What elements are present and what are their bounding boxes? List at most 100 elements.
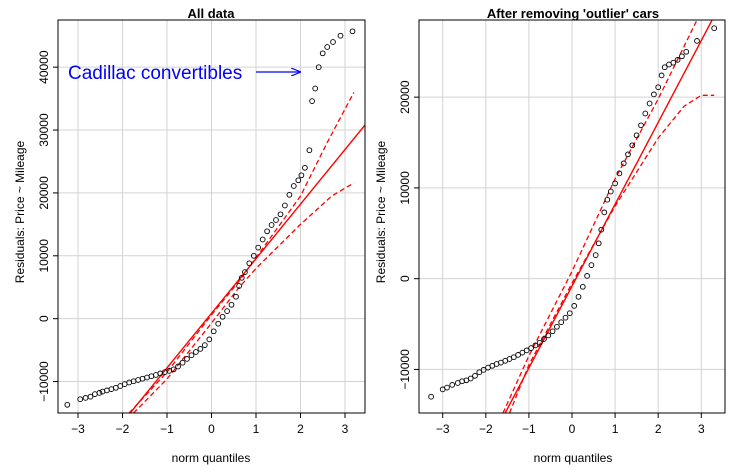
panel1-x-tick-label: 3	[342, 422, 349, 436]
panel1-data-point	[179, 359, 186, 366]
panel2-x-tick-label: −2	[479, 422, 493, 436]
panel1-y-tick-label: 10000	[37, 239, 51, 273]
panel2-data-point	[476, 369, 483, 376]
panel2-data-point	[528, 345, 534, 351]
panel1-data-point	[315, 64, 322, 71]
panel2-data-point	[625, 151, 631, 158]
panel1-data-point	[286, 191, 293, 198]
panel1-confidence-band	[128, 91, 355, 413]
panel1-data-point	[219, 313, 226, 320]
panel1-data-point	[224, 308, 230, 314]
panel2-confidence-band	[502, 20, 715, 413]
panel2-data-point	[467, 375, 474, 382]
panel1-data-point	[250, 252, 257, 259]
panel1-confidence-band-upper	[128, 91, 355, 413]
panel1-ticks: −3 −2 −1 0 1 2 3 −10000 0 10000 20000 30000 40000	[37, 50, 349, 436]
panel1-confidence-band-lower	[133, 182, 355, 413]
panel2-data-point	[592, 252, 599, 258]
panel1-data-point	[193, 349, 199, 355]
panel1-data-point	[302, 164, 308, 171]
panel1-data-point	[92, 391, 98, 397]
panel1-title: All data	[188, 6, 236, 21]
panel2-confidence-band-lower	[508, 94, 715, 413]
panel1-y-tick-label: 30000	[37, 113, 51, 147]
panel2-data-point	[532, 342, 539, 349]
panel2-data-point	[545, 332, 552, 339]
panel2-data-point	[428, 393, 434, 400]
panel2-data-point	[642, 110, 649, 117]
panel1-data-point	[312, 85, 319, 92]
panel1-data-point	[337, 32, 344, 39]
panel2-y-tick-label: 0	[398, 275, 412, 282]
panel1-data-point	[330, 39, 336, 45]
panel1-y-tick-label: 0	[37, 315, 51, 322]
panel1-y-tick-label: 20000	[37, 176, 51, 210]
panel2-data-point	[694, 38, 700, 44]
panel2-x-axis-label: norm quantiles	[534, 451, 613, 465]
panel1-x-tick-label: 0	[208, 422, 215, 436]
panel1-data-point	[210, 328, 217, 335]
panel-all-data: −3 −2 −1 0 1 2 3 −10000 0 10000 20000 30000 40000 Al…	[13, 6, 366, 465]
panel1-data-point	[148, 373, 155, 380]
panel2-data-point	[616, 170, 623, 177]
panel1-y-tick-label: −10000	[37, 361, 51, 402]
panel2-data-point	[598, 226, 605, 233]
panel1-data-point	[206, 336, 213, 343]
panel2-data-point	[629, 142, 636, 149]
panel1-data-point	[309, 98, 315, 104]
panel1-points	[64, 28, 356, 408]
panel2-data-point	[670, 59, 677, 66]
panel1-data-point	[139, 375, 146, 382]
panel2-data-point	[571, 303, 578, 309]
panel2-x-tick-label: 1	[612, 422, 619, 436]
panel1-x-tick-label: 1	[253, 422, 260, 436]
panel2-data-point	[523, 347, 530, 354]
panel2-data-point	[549, 328, 556, 335]
panel2-ticks: −3 −2 −1 0 1 2 3 −10000 0 10000 20000	[398, 80, 705, 436]
panel1-data-point	[184, 356, 190, 362]
panel2-data-point	[562, 314, 569, 321]
panel1-x-tick-label: −1	[160, 422, 174, 436]
panel2-x-tick-label: −3	[436, 422, 450, 436]
panel2-y-tick-label: 20000	[398, 80, 412, 114]
panel1-data-point	[282, 202, 288, 209]
panel2-data-point	[655, 84, 662, 91]
panel1-data-point	[268, 222, 275, 228]
panel2-data-point	[515, 352, 521, 358]
panel2-y-axis-label: Residuals: Price ~ Mileage	[374, 140, 388, 283]
panel1-data-point	[324, 44, 331, 50]
panel1-x-tick-label: −2	[116, 422, 130, 436]
panel2-confidence-band-upper	[502, 20, 698, 413]
panel2-data-point	[558, 319, 565, 326]
panel2-points	[428, 25, 718, 400]
panel2-y-tick-label: 10000	[398, 171, 412, 205]
panel2-data-point	[612, 180, 618, 187]
panel2-y-tick-label: −10000	[398, 349, 412, 390]
panel1-x-tick-label: −3	[71, 422, 85, 436]
panel1-data-point	[319, 50, 326, 57]
panel2-data-point	[519, 349, 526, 356]
panel-after-removing-outliers: −3 −2 −1 0 1 2 3 −10000 0 10000 20000 After removi…	[374, 6, 726, 465]
panel1-data-point	[170, 366, 177, 373]
panel1-grid	[58, 20, 365, 413]
panel1-data-point	[295, 177, 302, 184]
panel2-data-point	[579, 283, 586, 290]
panel2-data-point	[536, 339, 543, 346]
panel1-data-point	[228, 301, 235, 308]
panel1-data-point	[306, 147, 313, 154]
panel1-x-tick-label: 2	[297, 422, 304, 436]
panel1-data-point	[197, 346, 204, 352]
panel2-data-point	[711, 25, 718, 32]
panel2-data-point	[588, 262, 595, 268]
panel1-data-point	[277, 211, 284, 218]
panel2-data-point	[575, 293, 582, 300]
annotation-cadillac-convertibles: Cadillac convertibles	[68, 63, 242, 84]
panel2-data-point	[620, 160, 627, 167]
panel2-data-point	[472, 372, 478, 379]
panel2-data-point	[607, 188, 614, 195]
panel2-x-tick-label: −1	[522, 422, 536, 436]
panel2-data-point	[541, 336, 547, 342]
panel2-data-point	[661, 64, 668, 71]
panel1-y-tick-label: 40000	[37, 50, 51, 84]
